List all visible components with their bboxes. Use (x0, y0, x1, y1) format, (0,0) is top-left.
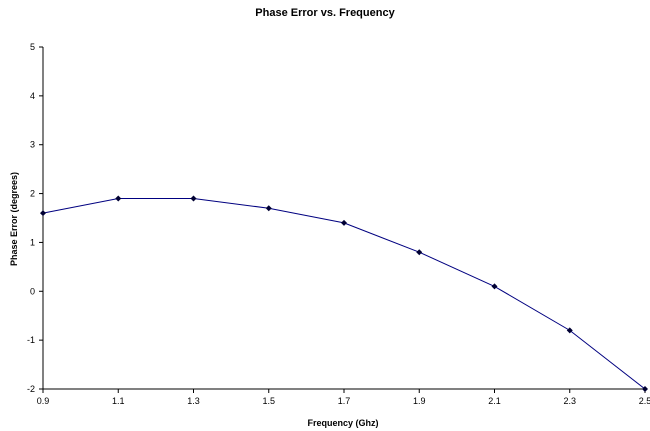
y-tick-label: 2 (30, 189, 35, 199)
x-tick-label: 1.9 (413, 396, 426, 406)
x-axis-ticks: 0.9 1.1 1.3 1.5 1.7 1.9 2.1 2.3 2.5 (37, 389, 650, 406)
y-tick-label: 3 (30, 140, 35, 150)
chart-title: Phase Error vs. Frequency (255, 7, 395, 19)
y-tick-label: 1 (30, 237, 35, 247)
data-point (642, 386, 648, 392)
y-tick-label: -2 (27, 384, 35, 394)
x-tick-label: 2.1 (488, 396, 501, 406)
x-tick-label: 1.7 (338, 396, 351, 406)
x-axis-label: Frequency (Ghz) (307, 418, 378, 428)
data-point (265, 205, 272, 212)
data-point (491, 283, 498, 290)
data-point (40, 210, 46, 217)
y-tick-label: -1 (27, 335, 35, 345)
x-tick-label: 2.3 (563, 396, 576, 406)
x-tick-label: 2.5 (639, 396, 650, 406)
y-tick-label: 4 (30, 91, 35, 101)
data-point (416, 249, 423, 256)
y-tick-label: 0 (30, 286, 35, 296)
x-tick-label: 1.5 (262, 396, 275, 406)
y-tick-label: 5 (30, 42, 35, 52)
x-tick-label: 1.1 (112, 396, 125, 406)
series-line (42, 197, 646, 390)
data-point (115, 195, 122, 202)
series-layer (40, 195, 648, 392)
chart-axes (42, 47, 645, 390)
y-axis-ticks: -2 -1 0 1 2 3 4 5 (27, 42, 43, 394)
data-point (341, 219, 347, 226)
data-point (190, 195, 197, 202)
y-axis-label: Phase Error (degrees) (9, 172, 19, 266)
x-tick-label: 0.9 (37, 396, 50, 406)
data-point (566, 327, 573, 334)
x-tick-label: 1.3 (187, 396, 200, 406)
